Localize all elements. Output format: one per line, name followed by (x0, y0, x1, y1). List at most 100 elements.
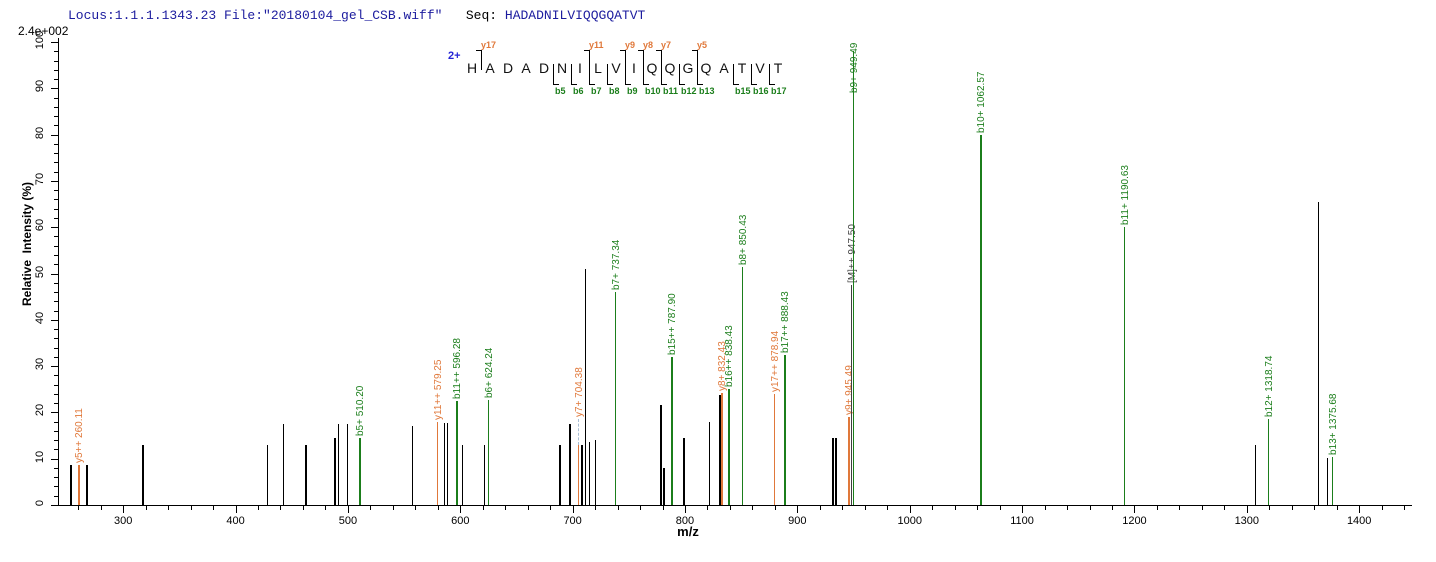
y-axis-title: Relative Intensity (%) (20, 181, 34, 307)
y-minor-tick (54, 347, 58, 349)
y-tick-label: 0 (34, 499, 46, 507)
x-minor-tick (1067, 506, 1069, 510)
x-minor-tick (415, 506, 417, 510)
spectrum-peak (1254, 444, 1257, 505)
x-minor-tick (280, 506, 282, 510)
residue-letter: D (502, 60, 514, 76)
y-ion-label: y5 (697, 40, 708, 50)
spectrum-peak (443, 422, 446, 505)
x-tick-label: 700 (563, 515, 582, 527)
y-minor-tick (54, 60, 58, 62)
x-tick-label: 1000 (897, 515, 922, 527)
x-minor-tick (258, 506, 259, 510)
x-major-tick (347, 506, 349, 513)
x-minor-tick (887, 506, 889, 510)
spectrum-peak-y (773, 393, 776, 505)
b-ion-tick (733, 64, 739, 85)
y-minor-tick (54, 338, 58, 340)
x-minor-tick (999, 506, 1001, 510)
y-minor-tick (54, 171, 58, 173)
spectrum-peak-y (721, 392, 723, 505)
x-minor-tick (729, 506, 731, 510)
y-tick-label: 10 (34, 450, 46, 463)
b-ion-label: b15 (735, 86, 751, 96)
y-ion-tick (476, 50, 482, 70)
x-minor-tick (325, 506, 327, 510)
residue-letter: I (632, 60, 636, 76)
peak-label: b11++ 596.28 (452, 337, 464, 399)
y-tick-label: 80 (34, 126, 46, 139)
b-ion-label: b13 (699, 86, 715, 96)
x-minor-tick (1179, 506, 1181, 510)
x-tick-label: 300 (113, 515, 133, 527)
spectrum-peak (835, 437, 837, 505)
x-minor-tick (819, 506, 821, 510)
peak-label: b12+ 1318.74 (1263, 355, 1275, 418)
spectrum-peak (305, 444, 307, 505)
spectrum-peak (461, 444, 464, 505)
x-minor-tick (954, 506, 956, 510)
y-minor-tick (54, 393, 58, 395)
y-major-tick (51, 88, 58, 90)
x-major-tick (1134, 506, 1136, 513)
y-tick-label: 50 (34, 265, 46, 278)
spectrum-peak (559, 444, 561, 505)
peak-label: b7+ 737.34 (610, 239, 622, 291)
y-minor-tick (54, 264, 58, 266)
y-minor-tick (54, 79, 58, 81)
residue-letter: V (611, 60, 621, 76)
y-minor-tick (54, 329, 58, 331)
x-tick-label: 1200 (1122, 515, 1147, 527)
header-locus: Locus:1.1.1.1343.23 File:"20180104_gel_C… (68, 8, 443, 23)
spectrum-peak (337, 423, 340, 505)
y-ion-tick (620, 50, 626, 70)
b-ion-tick (751, 64, 757, 85)
residue-letter: H (466, 60, 478, 76)
x-tick-label: 500 (338, 515, 358, 527)
y-minor-tick (54, 116, 58, 118)
x-minor-tick (550, 506, 552, 510)
x-minor-tick (190, 506, 192, 510)
spectrum-peak (584, 268, 587, 505)
y-minor-tick (54, 292, 58, 294)
spectrum-peak (683, 437, 685, 505)
b-ion-tick (661, 64, 667, 85)
y-minor-tick (54, 421, 58, 423)
y-tick-label: 60 (34, 219, 46, 232)
residue-letter: T (737, 60, 747, 76)
x-minor-tick (213, 506, 215, 510)
spectrum-peak-y (848, 417, 850, 505)
spectrum-peak-b (784, 354, 786, 505)
spectrum-peak (663, 467, 665, 505)
x-minor-tick (1336, 506, 1338, 510)
header-seq-value: HADADNILVIQQGQATVT (504, 8, 646, 23)
residue-letter: G (682, 60, 694, 76)
y-minor-tick (54, 69, 58, 71)
residue-letter: Q (646, 60, 658, 76)
y-minor-tick (54, 254, 58, 256)
y-tick-label: 90 (34, 80, 46, 93)
x-minor-tick (1201, 506, 1203, 510)
y-tick-label: 30 (34, 357, 46, 371)
y-minor-tick (54, 430, 58, 432)
y-minor-tick (54, 51, 58, 53)
spectrum-peak-b (671, 356, 673, 505)
y-minor-tick (54, 236, 58, 238)
x-minor-tick (752, 506, 754, 510)
y-minor-tick (54, 245, 58, 247)
spectrum-peak (594, 440, 597, 505)
x-major-tick (684, 506, 686, 513)
x-minor-tick (1291, 506, 1293, 510)
spectrum-peak (334, 437, 336, 505)
x-major-tick (235, 506, 237, 513)
spectrum-peak-b (1123, 227, 1126, 505)
max-intensity-label: 2.4e+002 (18, 24, 69, 38)
spectrum-peak (411, 426, 414, 505)
peak-label: b17++ 888.43 (780, 290, 792, 353)
y-ion-tick (638, 50, 644, 70)
spectrum-peak-b (1267, 419, 1270, 505)
x-minor-tick (1111, 506, 1113, 510)
header: Locus:1.1.1.1343.23 File:"20180104_gel_C… (68, 8, 645, 23)
spectrum-peak-b (359, 437, 361, 505)
